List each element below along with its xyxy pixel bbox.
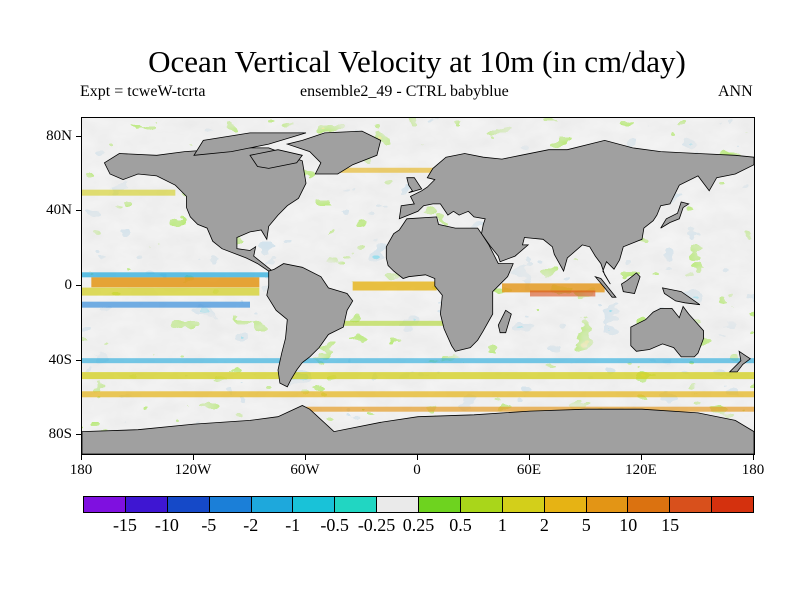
colorbar-label: -0.5 bbox=[320, 515, 349, 535]
colorbar-label: 0.5 bbox=[449, 515, 472, 535]
ocean-band-1 bbox=[82, 287, 260, 296]
landmass-south-america bbox=[266, 263, 354, 388]
colorbar-label: -10 bbox=[154, 515, 179, 535]
landmass-eurasia bbox=[398, 139, 754, 285]
colorbar-swatch-12 bbox=[586, 497, 629, 512]
landmass-sumatra bbox=[594, 275, 617, 298]
ocean-band-5 bbox=[82, 272, 269, 278]
ocean-band-6 bbox=[82, 301, 250, 308]
ocean-band-13 bbox=[306, 320, 456, 326]
lat-tick bbox=[76, 359, 81, 361]
lat-tick bbox=[76, 285, 81, 286]
experiment-label: Expt = tcweW-tcrta bbox=[80, 83, 206, 100]
colorbar-swatch-5 bbox=[293, 497, 336, 512]
colorbar-label: 15 bbox=[661, 515, 680, 535]
colorbar-swatch-10 bbox=[502, 497, 545, 512]
lat-tick bbox=[76, 210, 81, 212]
lon-label: 180 bbox=[69, 462, 93, 478]
colorbar-swatch-7 bbox=[377, 497, 419, 512]
landmass-japan bbox=[660, 201, 690, 229]
landmass-new-guinea bbox=[661, 287, 701, 306]
colorbar-label: -1 bbox=[285, 515, 301, 535]
lon-tick bbox=[193, 455, 194, 460]
colorbar-label: 2 bbox=[539, 515, 549, 535]
lon-label: 120W bbox=[174, 462, 212, 478]
landmass-africa bbox=[385, 216, 514, 352]
lon-tick bbox=[641, 455, 642, 460]
colorbar-label: 1 bbox=[497, 515, 507, 535]
lat-tick bbox=[76, 135, 81, 137]
lat-label: 0 bbox=[64, 277, 73, 293]
lon-tick bbox=[753, 455, 754, 460]
colorbar-swatch-3 bbox=[209, 497, 252, 512]
colorbar-swatch-4 bbox=[251, 497, 294, 512]
lon-label: 180 bbox=[741, 462, 765, 478]
landmass-antarctica bbox=[82, 405, 754, 454]
lat-tick bbox=[76, 434, 81, 436]
colorbar-swatch-6 bbox=[335, 497, 378, 512]
colorbar-swatch-13 bbox=[628, 497, 671, 512]
velocity-map bbox=[82, 118, 754, 454]
lat-label: 40N bbox=[46, 202, 72, 219]
colorbar bbox=[83, 496, 754, 513]
ocean-band-8 bbox=[82, 391, 754, 398]
landmass-borneo bbox=[621, 272, 641, 294]
land-mask bbox=[82, 130, 754, 454]
lon-label: 60E bbox=[516, 462, 542, 478]
landmass-new-zealand bbox=[728, 350, 751, 373]
period-label: ANN bbox=[718, 83, 753, 100]
colorbar-swatch-8 bbox=[419, 497, 461, 512]
lon-label: 0 bbox=[413, 462, 421, 478]
lon-tick bbox=[417, 455, 418, 460]
landmass-australia bbox=[630, 305, 704, 358]
landmass-arctic-islands bbox=[193, 132, 307, 156]
colorbar-swatch-2 bbox=[167, 497, 210, 512]
colorbar-label: 0.25 bbox=[402, 515, 435, 535]
colorbar-label: -15 bbox=[112, 515, 137, 535]
lon-label: 120E bbox=[625, 462, 657, 478]
colorbar-label: -0.25 bbox=[357, 515, 396, 535]
plot-title: Ocean Vertical Velocity at 10m (in cm/da… bbox=[148, 44, 686, 79]
lon-label: 60W bbox=[290, 462, 320, 478]
colorbar-label: -2 bbox=[243, 515, 259, 535]
landmass-uk bbox=[406, 177, 423, 194]
ocean-band-2 bbox=[352, 281, 437, 291]
ocean-band-12 bbox=[334, 167, 437, 173]
lon-tick bbox=[529, 455, 530, 460]
lat-label: 80S bbox=[48, 426, 72, 443]
lon-tick bbox=[81, 455, 82, 460]
ocean-band-7 bbox=[82, 372, 754, 380]
ocean-band-0 bbox=[91, 277, 260, 288]
ocean-band-9 bbox=[306, 406, 754, 412]
colorbar-swatch-11 bbox=[544, 497, 587, 512]
landmass-baffin-island bbox=[249, 149, 303, 169]
lat-label: 40S bbox=[48, 351, 72, 368]
ocean-band-11 bbox=[82, 189, 176, 196]
colorbar-swatch-1 bbox=[125, 497, 168, 512]
colorbar-swatch-0 bbox=[84, 497, 126, 512]
lon-tick bbox=[305, 455, 306, 460]
colorbar-swatch-14 bbox=[670, 497, 713, 512]
landmass-greenland bbox=[285, 130, 382, 175]
lat-label: 80N bbox=[46, 127, 72, 144]
landmass-north-america bbox=[103, 147, 307, 272]
map-panel bbox=[81, 117, 755, 455]
colorbar-label: -5 bbox=[201, 515, 217, 535]
ocean-band-10 bbox=[82, 358, 754, 364]
colorbar-label: 5 bbox=[581, 515, 591, 535]
ocean-band-3 bbox=[502, 283, 605, 293]
colorbar-swatch-9 bbox=[460, 497, 503, 512]
ocean-bands bbox=[82, 167, 754, 412]
colorbar-label: 10 bbox=[619, 515, 638, 535]
landmass-madagascar bbox=[497, 309, 512, 334]
ocean-band-4 bbox=[530, 290, 596, 297]
ensemble-label: ensemble2_49 - CTRL babyblue bbox=[300, 83, 509, 100]
colorbar-swatch-15 bbox=[712, 497, 753, 512]
